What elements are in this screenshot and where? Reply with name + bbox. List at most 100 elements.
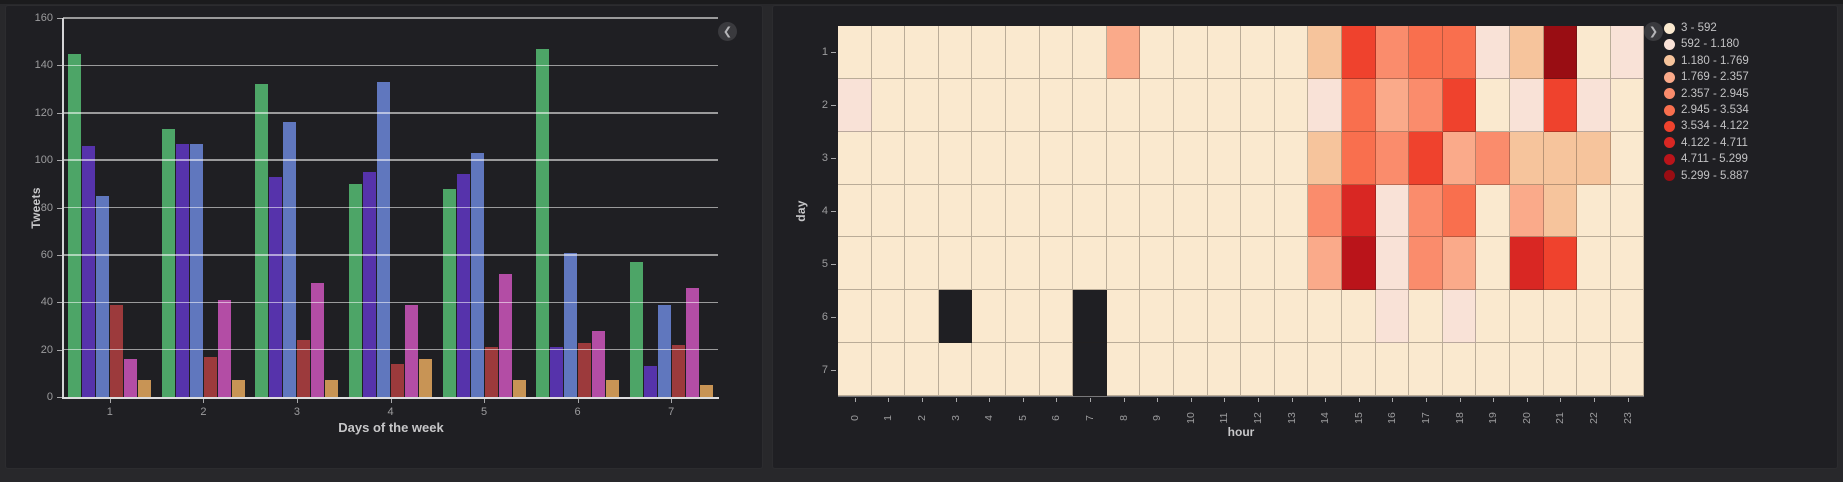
heatmap-cell-day1-hour19[interactable]	[1476, 26, 1510, 79]
heatmap-cell-day5-hour1[interactable]	[871, 237, 906, 291]
heatmap-cell-day4-hour15[interactable]	[1341, 184, 1376, 238]
heatmap-cell-day1-hour14[interactable]	[1308, 26, 1342, 79]
bar-green-day5[interactable]	[442, 188, 456, 397]
heatmap-cell-day1-hour0[interactable]	[838, 26, 872, 79]
bar-green-day1[interactable]	[68, 53, 82, 397]
heatmap-cell-day6-hour16[interactable]	[1375, 290, 1410, 344]
heatmap-cell-day4-hour3[interactable]	[938, 184, 973, 238]
heatmap-cell-day4-hour16[interactable]	[1375, 184, 1410, 238]
heatmap-cell-day5-hour10[interactable]	[1173, 237, 1208, 291]
heatmap-cell-day3-hour0[interactable]	[838, 131, 872, 185]
heatmap-cell-day2-hour22[interactable]	[1577, 78, 1611, 132]
heatmap-cell-day1-hour22[interactable]	[1577, 26, 1611, 79]
bar-blue-day5[interactable]	[470, 153, 484, 397]
heatmap-cell-day4-hour5[interactable]	[1005, 184, 1040, 238]
heatmap-cell-day7-hour12[interactable]	[1241, 343, 1275, 396]
heatmap-cell-day5-hour3[interactable]	[938, 237, 973, 291]
heatmap-cell-day7-hour23[interactable]	[1610, 343, 1645, 396]
heatmap-cell-day7-hour15[interactable]	[1341, 343, 1376, 396]
heatmap-cell-day6-hour1[interactable]	[871, 290, 906, 344]
heatmap-cell-day6-hour10[interactable]	[1173, 290, 1208, 344]
heatmap-cell-day1-hour21[interactable]	[1543, 26, 1578, 79]
heatmap-cell-day1-hour4[interactable]	[972, 26, 1006, 79]
heatmap-cell-day2-hour18[interactable]	[1442, 78, 1477, 132]
heatmap-cell-day3-hour19[interactable]	[1476, 131, 1510, 185]
heatmap-cell-day2-hour8[interactable]	[1106, 78, 1141, 132]
heatmap-cell-day3-hour4[interactable]	[972, 131, 1006, 185]
heatmap-cell-day7-hour1[interactable]	[871, 343, 906, 396]
heatmap-cell-day5-hour23[interactable]	[1610, 237, 1645, 291]
heatmap-cell-day5-hour20[interactable]	[1509, 237, 1544, 291]
bar-green-day4[interactable]	[349, 183, 362, 397]
heatmap-cell-day6-hour0[interactable]	[838, 290, 872, 344]
heatmap-cell-day4-hour20[interactable]	[1509, 184, 1544, 238]
heatmap-cell-day1-hour3[interactable]	[938, 26, 973, 79]
heatmap-cell-day4-hour14[interactable]	[1308, 184, 1342, 238]
bar-orange-day2[interactable]	[231, 380, 245, 397]
heatmap-cell-day2-hour10[interactable]	[1173, 78, 1208, 132]
heatmap-cell-day4-hour23[interactable]	[1610, 184, 1645, 238]
heatmap-cell-day4-hour8[interactable]	[1106, 184, 1141, 238]
bar-green-day6[interactable]	[536, 48, 550, 397]
heatmap-cell-day7-hour4[interactable]	[972, 343, 1006, 396]
heatmap-cell-day4-hour0[interactable]	[838, 184, 872, 238]
bar-blue-day3[interactable]	[283, 122, 297, 397]
bar-dark-red-day6[interactable]	[578, 342, 592, 397]
heatmap-cell-day4-hour21[interactable]	[1543, 184, 1578, 238]
heatmap-cell-day7-hour2[interactable]	[905, 343, 939, 396]
heatmap-plot-area[interactable]: 1 2 3 4 5 6 7 0 1 2 3 4 5 6 7 8 9 10 11 12 13 14 15 16 17 18 19 20 2…	[773, 6, 1839, 470]
heatmap-cell-day6-hour23[interactable]	[1610, 290, 1645, 344]
heatmap-cell-day2-hour13[interactable]	[1274, 78, 1309, 132]
bar-purple-day5[interactable]	[456, 174, 470, 397]
heatmap-cell-day1-hour12[interactable]	[1241, 26, 1275, 79]
heatmap-cell-day4-hour13[interactable]	[1274, 184, 1309, 238]
heatmap-cell-day1-hour8[interactable]	[1106, 26, 1141, 79]
heatmap-cell-day7-hour18[interactable]	[1442, 343, 1477, 396]
bar-orange-day4[interactable]	[419, 359, 432, 397]
heatmap-cell-day1-hour1[interactable]	[871, 26, 906, 79]
heatmap-cell-day3-hour8[interactable]	[1106, 131, 1141, 185]
heatmap-cell-day3-hour10[interactable]	[1173, 131, 1208, 185]
heatmap-cell-day5-hour5[interactable]	[1005, 237, 1040, 291]
heatmap-cell-day7-hour22[interactable]	[1577, 343, 1611, 396]
heatmap-cell-day4-hour4[interactable]	[972, 184, 1006, 238]
heatmap-cell-day5-hour21[interactable]	[1543, 237, 1578, 291]
heatmap-cell-day2-hour16[interactable]	[1375, 78, 1410, 132]
heatmap-cell-day6-hour5[interactable]	[1005, 290, 1040, 344]
bar-purple-day4[interactable]	[363, 172, 376, 397]
heatmap-cell-day4-hour10[interactable]	[1173, 184, 1208, 238]
heatmap-cell-day6-hour12[interactable]	[1241, 290, 1275, 344]
bar-green-day2[interactable]	[161, 129, 175, 397]
heatmap-cell-day2-hour2[interactable]	[905, 78, 939, 132]
heatmap-cell-day5-hour14[interactable]	[1308, 237, 1342, 291]
heatmap-cell-day2-hour15[interactable]	[1341, 78, 1376, 132]
heatmap-cell-day3-hour13[interactable]	[1274, 131, 1309, 185]
heatmap-cell-day1-hour15[interactable]	[1341, 26, 1376, 79]
heatmap-cell-day1-hour23[interactable]	[1610, 26, 1645, 79]
heatmap-cell-day5-hour17[interactable]	[1409, 237, 1443, 291]
heatmap-cell-day1-hour13[interactable]	[1274, 26, 1309, 79]
heatmap-cell-day6-hour11[interactable]	[1207, 290, 1242, 344]
heatmap-cell-day2-hour12[interactable]	[1241, 78, 1275, 132]
heatmap-cell-day2-hour4[interactable]	[972, 78, 1006, 132]
heatmap-cell-day1-hour7[interactable]	[1073, 26, 1107, 79]
bar-blue-day7[interactable]	[657, 304, 671, 397]
heatmap-cell-day5-hour9[interactable]	[1140, 237, 1174, 291]
bar-magenta-day3[interactable]	[311, 283, 325, 397]
heatmap-cell-day3-hour15[interactable]	[1341, 131, 1376, 185]
heatmap-cell-day5-hour16[interactable]	[1375, 237, 1410, 291]
heatmap-cell-day6-hour17[interactable]	[1409, 290, 1443, 344]
heatmap-cell-day2-hour9[interactable]	[1140, 78, 1174, 132]
heatmap-cell-day3-hour20[interactable]	[1509, 131, 1544, 185]
heatmap-cell-day5-hour18[interactable]	[1442, 237, 1477, 291]
heatmap-cell-day2-hour19[interactable]	[1476, 78, 1510, 132]
heatmap-cell-day4-hour7[interactable]	[1073, 184, 1107, 238]
bar-purple-day7[interactable]	[643, 366, 657, 397]
heatmap-cell-day1-hour2[interactable]	[905, 26, 939, 79]
heatmap-cell-day5-hour8[interactable]	[1106, 237, 1141, 291]
heatmap-cell-day4-hour18[interactable]	[1442, 184, 1477, 238]
heatmap-cell-day7-hour3[interactable]	[938, 343, 973, 396]
bar-blue-day6[interactable]	[564, 252, 578, 397]
heatmap-cell-day7-hour5[interactable]	[1005, 343, 1040, 396]
heatmap-cell-day5-hour4[interactable]	[972, 237, 1006, 291]
